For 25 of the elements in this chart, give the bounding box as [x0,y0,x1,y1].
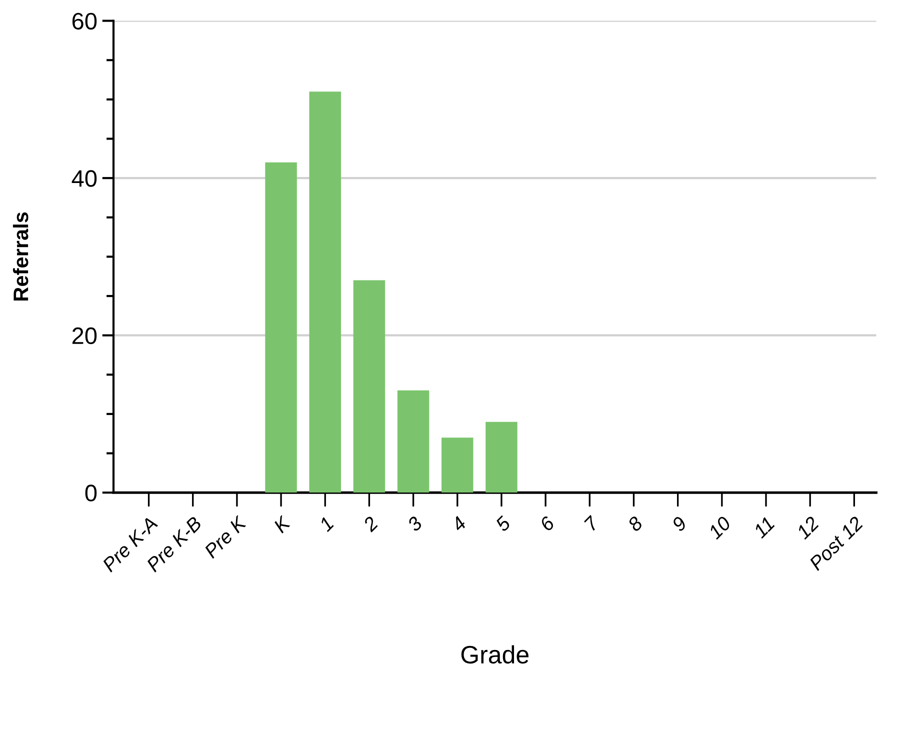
x-tick-label: 11 [752,516,775,539]
x-tick-label: Pre K [203,514,248,559]
x-tick-label: 4 [450,516,467,532]
x-tick-label: 8 [626,515,644,532]
bar [265,162,297,493]
y-tick-label: 60 [72,12,97,30]
y-tick-label: 40 [72,170,97,187]
x-tick-label: 1 [318,516,334,532]
y-axis-title: Referrals [12,212,28,300]
bar [442,438,474,493]
bar [309,92,341,493]
bar [486,422,518,493]
x-tick-label: 3 [406,515,424,532]
y-tick-label: 0 [85,484,97,502]
x-tick-label: 9 [671,515,688,532]
bar [397,390,430,493]
x-tick-label: K [272,514,292,534]
bar [353,280,386,493]
x-axis-title: Grade [461,645,528,664]
y-tick-label: 20 [72,327,97,344]
x-tick-label: 7 [584,514,600,532]
x-tick-label: 2 [362,515,379,533]
x-tick-label: 5 [494,515,512,532]
x-tick-label: 6 [539,515,556,532]
x-tick-label: 10 [707,515,732,540]
